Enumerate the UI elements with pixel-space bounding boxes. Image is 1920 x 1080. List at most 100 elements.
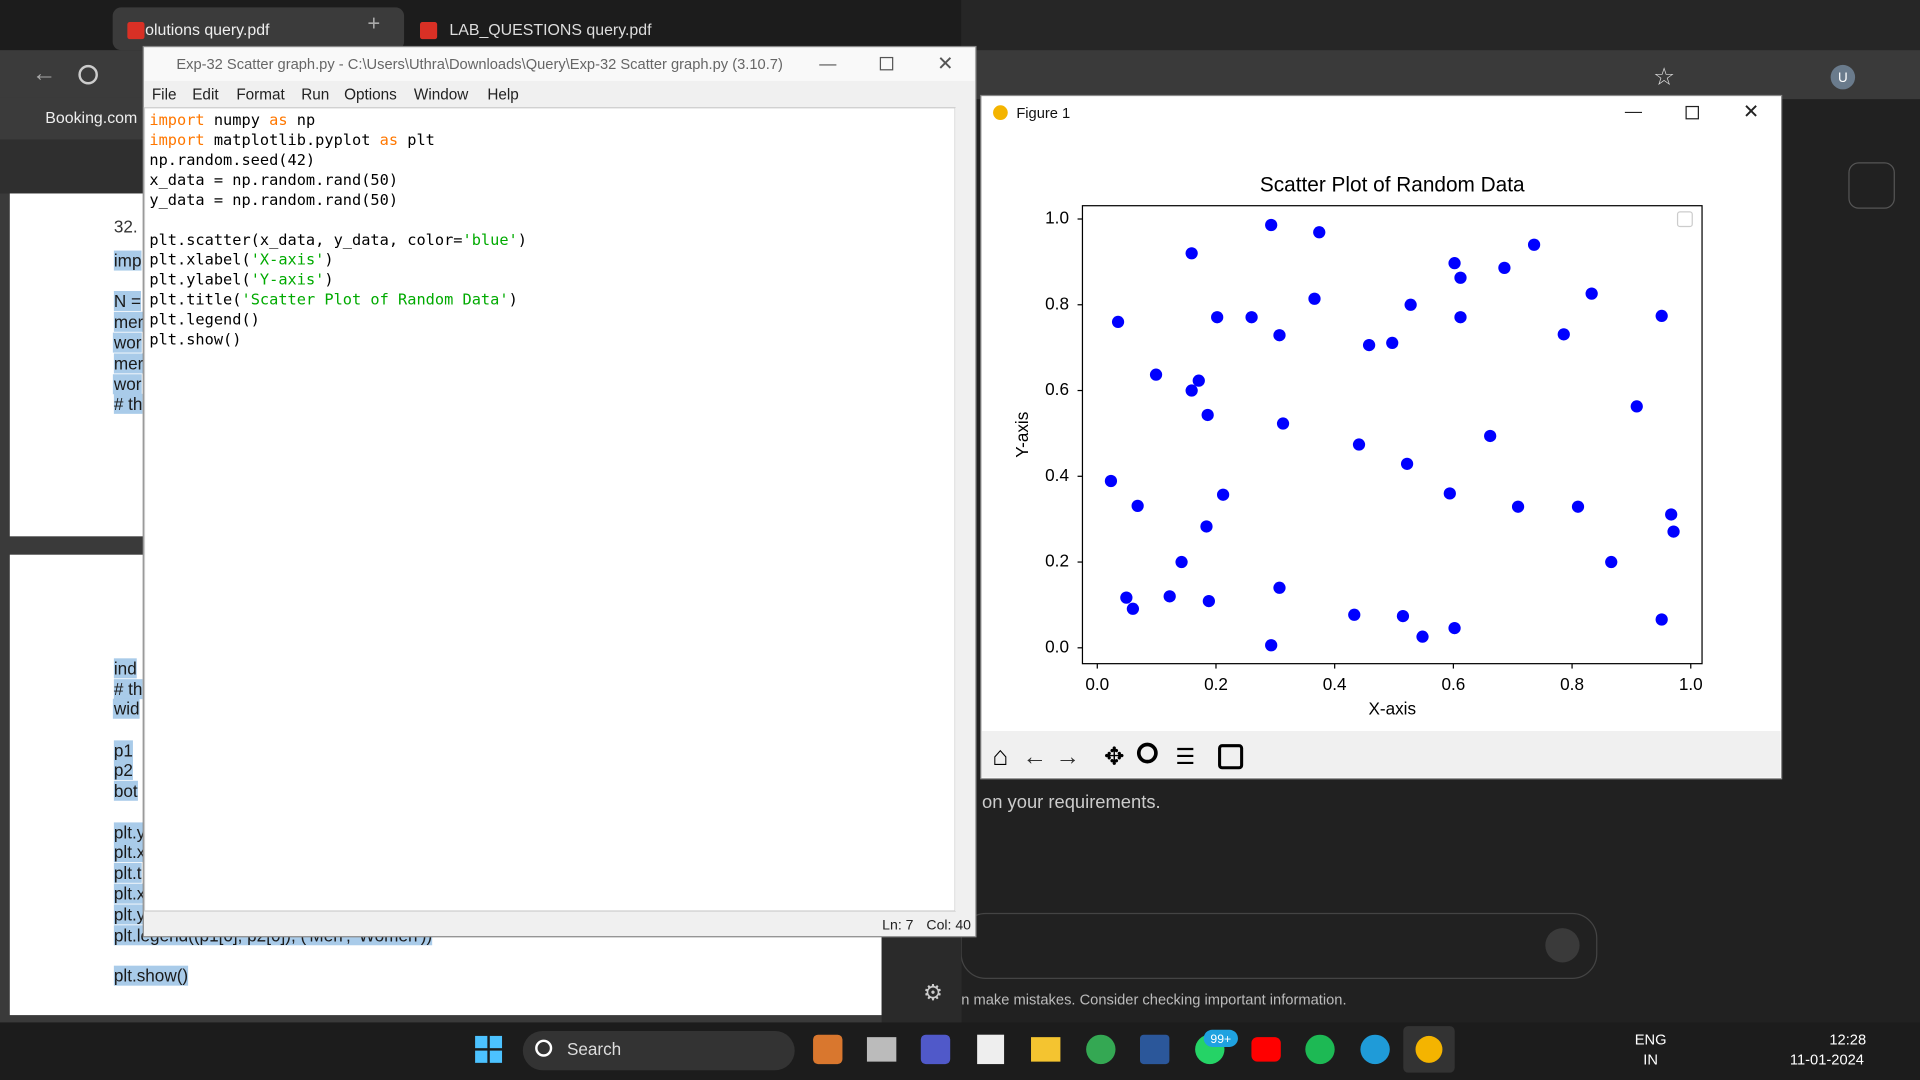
maximize[interactable]: [1685, 105, 1699, 120]
zoom[interactable]: [1136, 742, 1158, 764]
selection: [113, 759, 133, 780]
minimize[interactable]: —: [1625, 101, 1643, 121]
search[interactable]: Search: [567, 1039, 621, 1059]
time[interactable]: 12:28: [1829, 1033, 1866, 1049]
start-tile[interactable]: [475, 1035, 488, 1049]
profile[interactable]: U: [1838, 70, 1848, 85]
search-box[interactable]: [522, 1031, 795, 1071]
share[interactable]: [1848, 162, 1895, 209]
y-tick-label: 1.0: [1045, 208, 1069, 228]
code-token: import: [149, 130, 204, 148]
start-tile[interactable]: [475, 1050, 488, 1063]
code-token: plt.ylabel(: [149, 270, 250, 288]
pan[interactable]: ✥: [1104, 743, 1125, 770]
maximize[interactable]: [879, 56, 894, 71]
point: [1557, 328, 1570, 341]
taskbar: [0, 1022, 1920, 1080]
app-icon[interactable]: [977, 1034, 1005, 1065]
point: [1484, 429, 1497, 443]
star[interactable]: ☆: [1653, 64, 1675, 91]
code-line: plt.title('Scatter Plot of Random Data'): [149, 290, 517, 308]
send-button[interactable]: [1545, 928, 1580, 963]
pdf-line: wor: [113, 333, 142, 353]
y-axis-label: Y-axis: [1012, 412, 1032, 458]
close[interactable]: ✕: [1743, 101, 1759, 123]
app-icon[interactable]: [920, 1034, 951, 1065]
menu-item[interactable]: File: [152, 87, 177, 104]
menu-item[interactable]: Help: [487, 87, 518, 104]
menu-item[interactable]: Format: [236, 87, 285, 104]
pdf-line: plt.x: [114, 884, 146, 904]
profile-avatar[interactable]: [1830, 64, 1856, 90]
tab-title[interactable]: solutions query.pdf: [137, 22, 270, 39]
configure[interactable]: ☰: [1175, 744, 1195, 769]
app-icon[interactable]: [1415, 1035, 1443, 1063]
selection: [113, 679, 143, 700]
figure-icon: [993, 105, 1008, 120]
figure-toolbar: [982, 731, 1781, 778]
editor[interactable]: [143, 107, 956, 912]
reload[interactable]: [78, 64, 98, 85]
region[interactable]: IN: [1643, 1052, 1658, 1068]
plot-frame: [1081, 205, 1703, 665]
pdf-line: p1: [114, 740, 133, 760]
date[interactable]: 11-01-2024: [1790, 1052, 1864, 1068]
save[interactable]: [1218, 744, 1244, 770]
point: [1245, 311, 1258, 324]
pdf-line: imp: [114, 251, 142, 271]
app-icon[interactable]: [1086, 1034, 1116, 1065]
y-tick-label: 0.0: [1045, 636, 1069, 656]
code-line: x_data = np.random.rand(50): [149, 170, 398, 188]
close[interactable]: ✕: [937, 53, 953, 75]
pdf-line: plt.y: [114, 822, 146, 842]
active-tab[interactable]: [112, 7, 405, 51]
language[interactable]: ENG: [1635, 1033, 1667, 1049]
menu-item[interactable]: Edit: [192, 87, 219, 104]
y-tick-label: 0.8: [1045, 293, 1069, 313]
status-line: Ln: 7: [882, 916, 913, 932]
y-tick-label: 0.6: [1045, 379, 1069, 399]
selection: [113, 740, 133, 761]
forward[interactable]: →: [1056, 743, 1080, 770]
minimize[interactable]: —: [819, 53, 837, 73]
app-icon[interactable]: [1251, 1037, 1281, 1062]
selection: [112, 374, 142, 395]
start-tile[interactable]: [489, 1050, 503, 1063]
selection: [113, 965, 189, 986]
point: [1185, 247, 1198, 260]
selection: [113, 780, 138, 801]
app-icon[interactable]: [866, 1037, 897, 1062]
home[interactable]: ⌂: [992, 741, 1008, 771]
menu-item[interactable]: Run: [301, 87, 329, 104]
code-token: as: [269, 111, 287, 129]
back[interactable]: ←: [1022, 743, 1046, 770]
app-icon[interactable]: [1305, 1034, 1335, 1065]
tab-title[interactable]: LAB_QUESTIONS query.pdf: [449, 22, 652, 39]
point: [1655, 309, 1668, 323]
app-icon[interactable]: [1360, 1034, 1390, 1065]
point: [1104, 474, 1118, 488]
selection: [113, 658, 137, 679]
point: [1308, 292, 1321, 305]
menu-item[interactable]: Options: [344, 87, 397, 104]
app-icon[interactable]: [1031, 1037, 1061, 1062]
code-token: 'blue': [463, 230, 518, 248]
start[interactable]: [475, 1035, 503, 1063]
back[interactable]: ←: [32, 60, 56, 87]
point: [1352, 438, 1366, 451]
bookmark[interactable]: Booking.com: [45, 110, 137, 127]
scrollbar[interactable]: [955, 107, 975, 912]
app-icon[interactable]: [813, 1034, 843, 1065]
idle-window: Exp-32 Scatter graph.py - C:\Users\Uthra…: [142, 45, 977, 938]
pdf-line: # th: [114, 679, 143, 699]
settings[interactable]: ⚙: [923, 980, 943, 1005]
menu-item[interactable]: Window: [414, 87, 469, 104]
new-tab[interactable]: +: [367, 10, 380, 35]
point: [1571, 500, 1585, 513]
chat-text: on your requirements.: [982, 791, 1161, 812]
app-icon[interactable]: [1140, 1034, 1170, 1065]
figure-window: Figure 1 — ✕ Scatter Plot of Random Data…: [980, 94, 1783, 780]
pdf-line: wid: [113, 699, 140, 719]
start-tile[interactable]: [489, 1035, 503, 1049]
pdf-line: N =: [114, 291, 141, 311]
